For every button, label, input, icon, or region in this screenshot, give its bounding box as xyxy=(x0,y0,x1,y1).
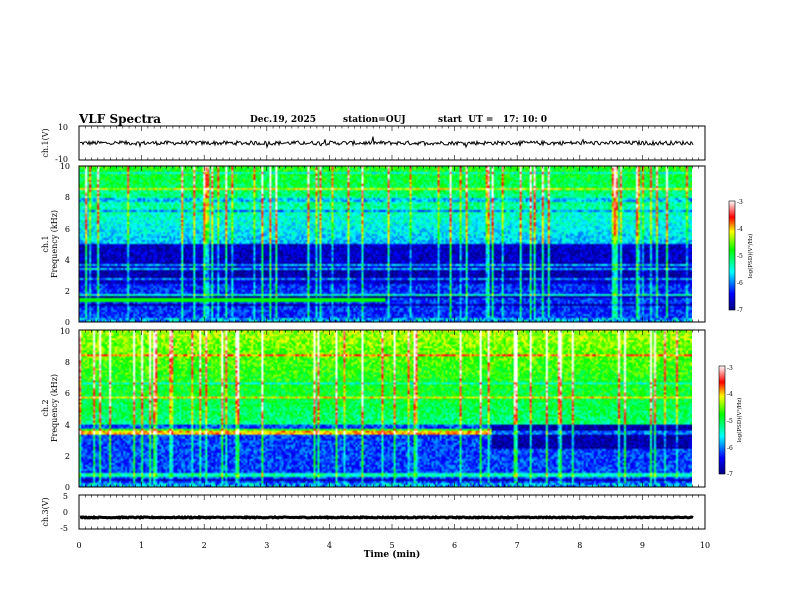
spec2-ytick-8: 8 xyxy=(65,358,70,367)
spec2-ylabel-frequency: Frequency (kHz) xyxy=(50,374,59,442)
ch3-ylabel: ch.3(V) xyxy=(41,497,50,526)
ch3-ytick-mid: 0 xyxy=(63,508,68,517)
ch1-spectrogram-image xyxy=(79,166,692,322)
ch3-ytick-top: 5 xyxy=(63,492,68,501)
ch3-waveform-line xyxy=(79,514,694,520)
x-tick-label-6: 6 xyxy=(452,541,457,550)
x-tick-label-5: 5 xyxy=(389,541,394,550)
colorbar-2 xyxy=(718,365,726,475)
spec2-ytick-4: 4 xyxy=(65,421,70,430)
chart-title: VLF Spectra xyxy=(79,112,162,126)
spec2-ytick-2: 2 xyxy=(65,452,70,461)
spec1-ytick-0: 0 xyxy=(65,318,70,327)
spec2-ytick-0: 0 xyxy=(65,483,70,492)
cb2-tick-m5: -5 xyxy=(727,418,733,425)
cb2-tick-m4: -4 xyxy=(727,391,733,398)
colorbar-1 xyxy=(728,200,736,311)
spec1-ytick-6: 6 xyxy=(65,225,70,234)
cb1-tick-m7: -7 xyxy=(737,307,743,314)
cb1-label: log(PSD)(V²/Hz) xyxy=(747,234,754,279)
spec1-ytick-10: 10 xyxy=(60,162,70,171)
ch1-spectrogram-panel: 10 8 6 4 2 0 ch.1 Frequency (kHz) -3 -4 … xyxy=(41,162,754,327)
spec1-ytick-2: 2 xyxy=(65,287,70,296)
ch2-spectrogram-image xyxy=(79,330,692,487)
x-tick-label-9: 9 xyxy=(640,541,645,550)
x-tick-label-8: 8 xyxy=(577,541,582,550)
cb1-tick-m5: -5 xyxy=(737,253,743,260)
date-label: Dec.19, 2025 xyxy=(250,115,316,125)
cb2-tick-m6: -6 xyxy=(727,445,733,452)
spec1-ytick-4: 4 xyxy=(65,256,70,265)
spec2-ylabel-channel: ch.2 xyxy=(41,399,50,416)
cb2-tick-m7: -7 xyxy=(727,471,733,478)
ch3-waveform-panel: 5 0 -5 ch.3(V) xyxy=(41,492,706,533)
x-tick-label-10: 10 xyxy=(700,541,710,550)
ch1-ytick-bottom: -10 xyxy=(55,155,68,164)
cb1-tick-m6: -6 xyxy=(737,280,743,287)
cb2-tick-m3: -3 xyxy=(727,365,733,372)
spec2-ytick-10: 10 xyxy=(60,327,70,336)
x-axis-tick-labels: 0 1 2 3 4 5 6 7 8 9 10 xyxy=(76,541,710,550)
x-tick-label-0: 0 xyxy=(76,541,81,550)
x-axis-label: Time (min) xyxy=(364,549,421,560)
ch1-waveform-line xyxy=(79,136,694,149)
spec2-ytick-6: 6 xyxy=(65,389,70,398)
start-time-label: start UT = 17: 10: 0 xyxy=(438,115,548,125)
spec1-ylabel-channel: ch.1 xyxy=(41,235,50,252)
x-tick-label-2: 2 xyxy=(202,541,207,550)
ch1-waveform-panel: 10 -10 ch.1(V) xyxy=(41,123,706,164)
cb1-tick-m4: -4 xyxy=(737,226,743,233)
x-tick-label-4: 4 xyxy=(327,541,332,550)
x-tick-label-7: 7 xyxy=(515,541,520,550)
ch1-ylabel: ch.1(V) xyxy=(41,128,50,157)
x-tick-label-3: 3 xyxy=(264,541,269,550)
x-tick-label-1: 1 xyxy=(139,541,144,550)
ch2-spectrogram-panel: 10 8 6 4 2 0 ch.2 Frequency (kHz) -3 -4 … xyxy=(41,327,743,492)
cb2-label: log(PSD)(V²/Hz) xyxy=(736,398,743,443)
ch3-ytick-bottom: -5 xyxy=(60,524,68,533)
spec1-ytick-8: 8 xyxy=(65,193,70,202)
station-label: station=OUJ xyxy=(343,115,406,125)
spec1-ylabel-frequency: Frequency (kHz) xyxy=(50,210,59,278)
ch1-ytick-top: 10 xyxy=(58,123,68,132)
cb1-tick-m3: -3 xyxy=(737,199,743,206)
